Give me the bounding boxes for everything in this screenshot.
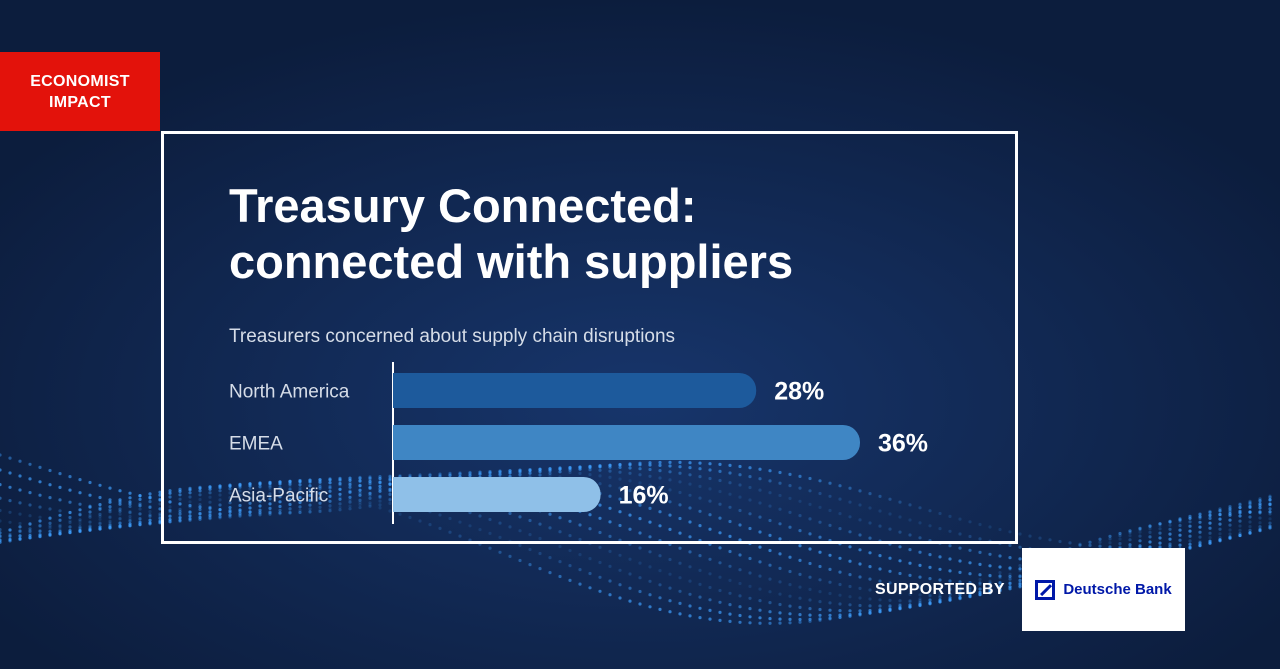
category-label: EMEA [229,434,283,455]
sponsor-name: Deutsche Bank [1063,581,1172,598]
page-title: Treasury Connected: connected with suppl… [229,178,793,290]
economist-impact-logo: ECONOMIST IMPACT [0,52,160,131]
category-label: North America [229,382,350,403]
chart-title: Treasurers concerned about supply chain … [229,326,676,347]
data-label: 36% [878,430,928,458]
title-frame [161,131,1018,544]
logo-line-2: IMPACT [49,93,111,111]
sponsor-logo-box: Deutsche Bank [1022,548,1185,631]
bar [393,425,860,460]
bar [393,477,601,512]
category-label: Asia-Pacific [229,486,328,507]
data-label: 28% [774,378,824,406]
supported-by-label: SUPPORTED BY [875,581,1005,598]
bar-base [393,477,413,512]
data-label: 16% [619,482,669,510]
title-line-2: connected with suppliers [229,235,794,288]
wave-dots [0,453,1272,625]
title-line-1: Treasury Connected: [229,179,697,232]
deutsche-bank-logo-icon [1035,579,1056,600]
bar [393,373,757,408]
bar-base [393,425,413,460]
bar-base [393,373,413,408]
logo-line-1: ECONOMIST [30,72,130,90]
